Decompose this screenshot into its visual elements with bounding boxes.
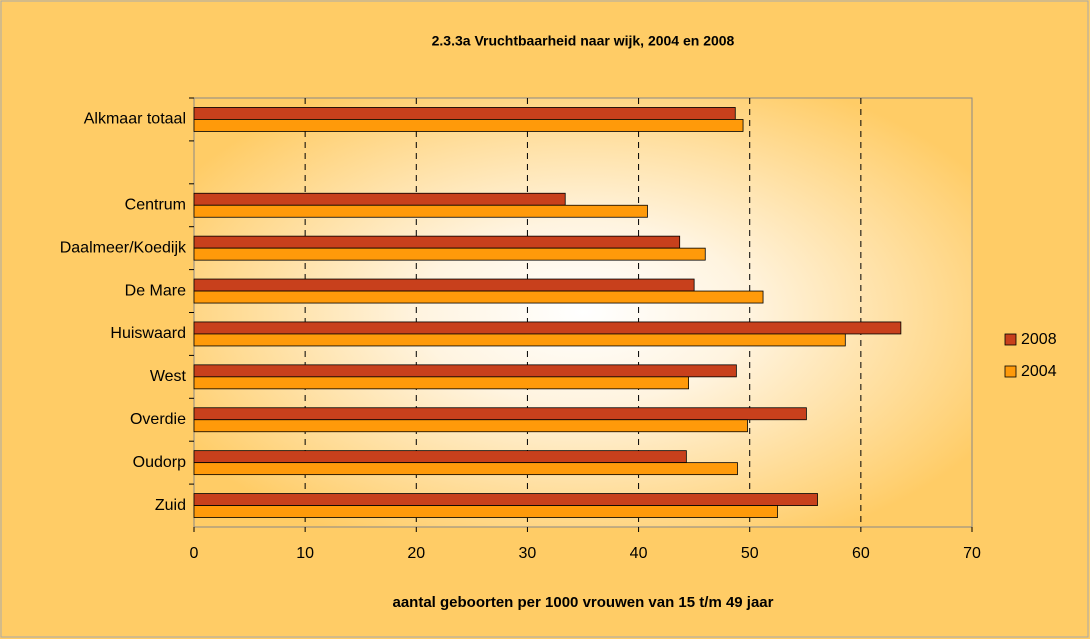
bar — [193, 364, 737, 378]
bar — [193, 192, 566, 206]
y-tick-label: Huiswaard — [110, 325, 186, 342]
x-tick-label: 60 — [852, 545, 870, 562]
bar — [193, 119, 744, 132]
legend-label: 2004 — [1021, 363, 1057, 380]
chart-title: 2.3.3a Vruchtbaarheid naar wijk, 2004 en… — [432, 33, 735, 49]
bar — [193, 419, 748, 433]
y-tick-label: Overdie — [130, 411, 186, 428]
bar — [193, 493, 818, 506]
bar — [193, 204, 648, 218]
bar — [193, 505, 778, 518]
bar — [193, 333, 846, 347]
bar — [193, 247, 706, 261]
legend-swatch — [1004, 365, 1017, 378]
legend-label: 2008 — [1021, 331, 1057, 348]
bar — [193, 462, 738, 476]
bar — [193, 290, 764, 304]
y-tick-label: Alkmaar totaal — [84, 111, 186, 128]
bar — [193, 235, 681, 249]
x-axis-label: aantal geboorten per 1000 vrouwen van 15… — [393, 594, 774, 611]
bar — [193, 376, 689, 390]
x-tick-label: 40 — [630, 545, 648, 562]
x-tick-label: 0 — [190, 545, 199, 562]
x-tick-label: 50 — [741, 545, 759, 562]
bar — [193, 107, 736, 120]
y-tick-label: Daalmeer/Koedijk — [60, 239, 187, 256]
bar — [193, 407, 807, 421]
y-tick-label: Oudorp — [133, 454, 186, 471]
x-tick-label: 30 — [519, 545, 537, 562]
x-tick-label: 10 — [296, 545, 314, 562]
bar — [193, 450, 687, 464]
y-tick-label: De Mare — [125, 282, 186, 299]
bar — [193, 278, 695, 292]
bar — [193, 321, 902, 335]
y-tick-label: Centrum — [125, 196, 186, 213]
x-tick-label: 20 — [407, 545, 425, 562]
legend-swatch — [1004, 333, 1017, 346]
y-tick-label: West — [150, 368, 187, 385]
x-tick-label: 70 — [963, 545, 981, 562]
y-tick-label: Zuid — [155, 497, 186, 514]
